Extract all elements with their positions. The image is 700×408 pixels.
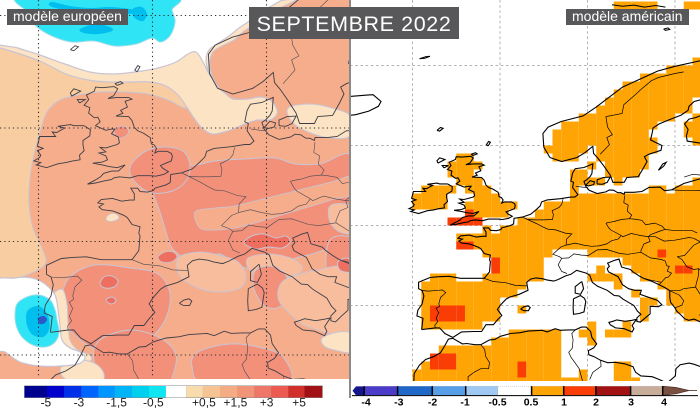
- svg-text:-1,5: -1,5: [106, 396, 127, 408]
- svg-text:+5: +5: [292, 396, 306, 408]
- svg-text:-0,5: -0,5: [143, 396, 164, 408]
- svg-text:+0,5: +0,5: [192, 396, 216, 408]
- svg-text:4: 4: [661, 397, 667, 408]
- svg-text:-3: -3: [394, 397, 403, 408]
- svg-text:+3: +3: [260, 396, 274, 408]
- svg-text:-0.5: -0.5: [488, 397, 506, 408]
- svg-text:-3: -3: [74, 396, 85, 408]
- svg-text:0.5: 0.5: [524, 397, 539, 408]
- svg-text:3: 3: [628, 397, 634, 408]
- svg-text:2: 2: [593, 397, 599, 408]
- svg-text:1: 1: [561, 397, 567, 408]
- svg-text:-1: -1: [460, 397, 469, 408]
- svg-text:+1,5: +1,5: [224, 396, 248, 408]
- svg-text:-5: -5: [41, 396, 52, 408]
- svg-text:-2: -2: [428, 397, 437, 408]
- svg-text:-4: -4: [361, 397, 370, 408]
